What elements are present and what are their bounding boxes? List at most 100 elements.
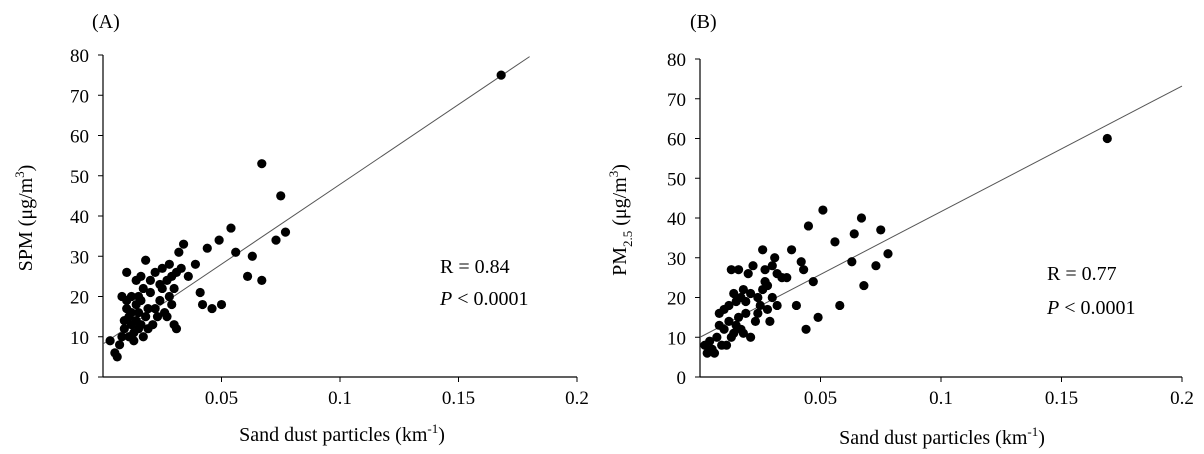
data-point-b	[859, 280, 869, 291]
x-tick-label-b: 0.15	[1045, 388, 1078, 409]
data-point-a	[138, 332, 148, 342]
data-point-b	[738, 328, 748, 338]
panel-b: (B) PM2.5 (μg/m3) Sand dust particles (k…	[602, 0, 1202, 454]
data-point-b	[705, 336, 715, 346]
data-point-a	[257, 159, 267, 169]
data-point-b	[726, 265, 736, 275]
y-axis-label-a: SPM (μg/m3)	[12, 165, 37, 272]
data-point-b	[758, 245, 768, 255]
data-point-a	[190, 259, 201, 269]
data-point-a	[162, 312, 172, 322]
data-point-a	[133, 308, 144, 318]
data-point-a	[148, 320, 158, 330]
data-point-b	[801, 324, 811, 334]
data-point-a	[126, 308, 137, 318]
y-tick-label-b: 70	[667, 90, 686, 111]
data-point-a	[171, 324, 182, 334]
data-point-b	[746, 332, 756, 342]
data-point-b	[724, 316, 734, 326]
data-point-a	[157, 283, 167, 294]
data-point-b	[772, 300, 782, 311]
data-point-a	[226, 223, 236, 233]
y-tick-label-b: 40	[667, 209, 686, 230]
data-point-a	[164, 259, 174, 269]
chart-b-svg: (B) PM2.5 (μg/m3) Sand dust particles (k…	[606, 11, 1194, 449]
y-tick-label-b: 10	[667, 328, 686, 349]
data-point-b	[755, 300, 765, 311]
data-point-a	[242, 271, 253, 281]
data-point-a	[174, 247, 184, 257]
x-tick-label-b: 0.1	[929, 388, 953, 409]
data-point-b	[1102, 133, 1112, 144]
data-point-b	[808, 277, 818, 287]
x-tick-label-b: 0.05	[804, 388, 837, 409]
x-tick-label-a: 0.05	[205, 388, 238, 409]
data-point-a	[143, 303, 153, 314]
stat-r-a: R = 0.84	[440, 256, 510, 278]
data-point-b	[729, 288, 739, 299]
y-axis-title-b: PM2.5 (μg/m3)	[606, 164, 635, 276]
data-point-a	[496, 70, 506, 80]
y-tick-label-a: 10	[70, 328, 89, 349]
regression-line-b	[699, 85, 1183, 338]
data-point-b	[760, 265, 770, 275]
data-point-b	[741, 296, 751, 307]
data-point-a	[114, 340, 125, 350]
data-point-a	[231, 247, 241, 257]
data-point-a	[105, 336, 115, 346]
data-point-a	[216, 299, 227, 310]
data-point-b	[753, 292, 763, 303]
data-point-b	[709, 348, 720, 358]
data-point-a	[155, 295, 165, 306]
data-point-b	[729, 328, 739, 338]
chart-a-svg: (A) SPM (μg/m3) Sand dust particles (km-…	[12, 11, 589, 446]
panel-a: (A) SPM (μg/m3) Sand dust particles (km-…	[0, 0, 600, 454]
data-point-a	[178, 239, 189, 249]
data-point-a	[207, 303, 217, 314]
stat-p-b: P < 0.0001	[1046, 297, 1136, 319]
y-tick-label-b: 30	[667, 249, 686, 270]
data-point-a	[141, 312, 151, 322]
y-tick-label-a: 0	[80, 368, 90, 389]
data-point-a	[136, 295, 146, 306]
y-tick-label-a: 60	[70, 127, 89, 148]
data-point-b	[721, 340, 732, 350]
x-tick-label-a: 0.15	[442, 388, 475, 409]
data-point-b	[712, 332, 722, 342]
data-point-a	[145, 275, 155, 285]
data-point-b	[762, 304, 773, 315]
data-point-b	[724, 300, 734, 311]
data-point-b	[803, 221, 814, 231]
x-axis-label-a: Sand dust particles (km-1)	[239, 421, 445, 446]
data-point-b	[733, 265, 744, 275]
y-tick-label-a: 80	[70, 46, 89, 67]
data-point-a	[280, 227, 291, 237]
data-point-a	[136, 320, 146, 330]
data-point-b	[813, 312, 823, 322]
data-point-b	[767, 261, 777, 271]
data-point-b	[746, 288, 756, 299]
data-point-a	[119, 324, 129, 334]
data-point-b	[762, 280, 773, 291]
data-point-a	[145, 287, 155, 298]
data-point-b	[753, 308, 763, 318]
y-tick-label-a: 30	[70, 247, 89, 268]
y-tick-label-a: 70	[70, 86, 89, 107]
y-tick-label-b: 50	[667, 169, 686, 190]
y-tick-label-a: 50	[70, 167, 89, 188]
data-point-b	[876, 225, 886, 235]
x-tick-label-a: 0.2	[565, 388, 589, 409]
y-tick-label-a: 20	[70, 288, 89, 309]
data-point-a	[276, 191, 286, 201]
data-point-a	[183, 271, 193, 281]
data-point-a	[129, 336, 139, 346]
y-tick-label-a: 40	[70, 207, 89, 228]
data-point-a	[112, 352, 122, 362]
data-point-b	[883, 249, 893, 259]
data-point-a	[214, 235, 224, 245]
data-point-a	[202, 243, 212, 253]
data-point-b	[847, 257, 857, 267]
data-point-a	[126, 291, 137, 302]
data-point-b	[743, 269, 753, 279]
data-point-b	[741, 308, 751, 318]
